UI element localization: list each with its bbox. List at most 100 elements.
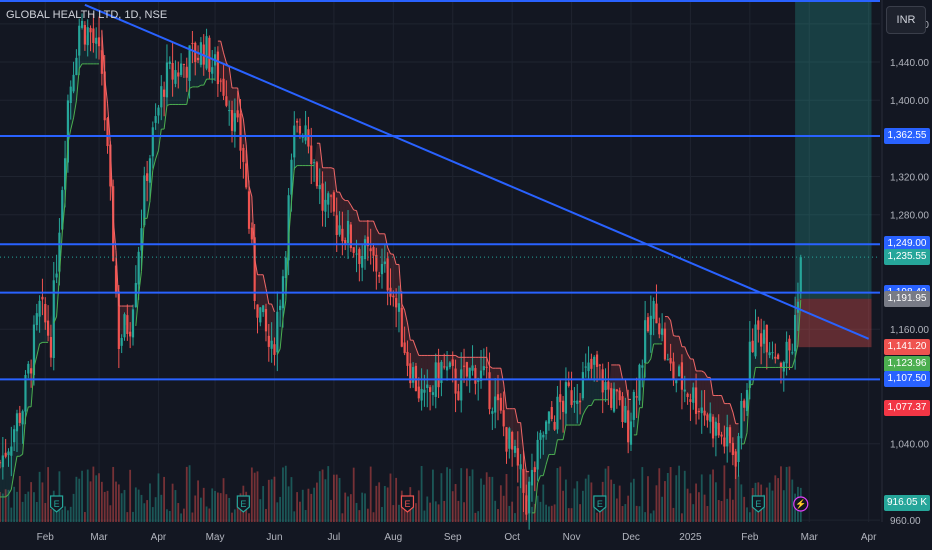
candle-body — [771, 352, 774, 354]
candle-body — [400, 307, 403, 347]
candle-body — [375, 254, 378, 272]
price-tag: 1,191.95 — [884, 290, 930, 307]
candle-body — [437, 362, 440, 388]
volume-bar — [194, 495, 197, 522]
candle-body — [545, 421, 548, 435]
volume-bar — [140, 494, 143, 522]
stop-line-segment — [245, 144, 250, 186]
candle-body — [675, 379, 678, 384]
candle-body — [35, 313, 38, 326]
candle-body — [222, 78, 225, 96]
candle-body — [318, 184, 321, 190]
candle-body — [587, 362, 590, 372]
candle-body — [743, 400, 746, 408]
volume-bar — [675, 475, 678, 522]
candle-body — [383, 261, 386, 264]
stop-line-segment — [220, 40, 225, 53]
volume-bar — [763, 494, 765, 522]
trendline[interactable] — [84, 3, 870, 340]
candle-body — [287, 195, 290, 261]
candle-body — [768, 352, 771, 356]
candle-body — [661, 328, 664, 335]
candle-body — [641, 365, 644, 368]
event-markers[interactable]: E E E E E ⚡ — [49, 495, 809, 513]
candle-body — [52, 280, 55, 359]
volume-bar — [516, 486, 519, 522]
candle-body — [205, 36, 208, 69]
time-axis[interactable]: Feb Mar Apr May Jun Jul Aug Sep Oct Nov Dec 2025 Feb… — [37, 532, 877, 543]
candle-body — [522, 468, 525, 493]
stop-line-segment — [271, 303, 275, 313]
volume-bar — [449, 468, 451, 522]
volume-bar — [100, 481, 103, 522]
stop-line-segment — [729, 403, 734, 413]
volume-bar — [465, 468, 468, 522]
volume-bar — [398, 504, 400, 522]
stop-line-segment — [404, 310, 408, 324]
stop-line-segment — [537, 475, 541, 484]
candle-body — [516, 448, 519, 466]
volume-bar — [236, 498, 239, 522]
candle-body — [528, 481, 531, 514]
candle-body — [774, 356, 777, 359]
volume-bar — [672, 507, 675, 522]
stop-line-segment — [33, 355, 38, 368]
candle-body — [4, 452, 7, 457]
price-tag: 1,249.00 — [884, 236, 930, 253]
candle-body — [264, 309, 268, 332]
candle-body — [13, 429, 16, 443]
volume-bar — [33, 492, 35, 522]
indicator-cloud-segment — [152, 119, 156, 171]
candle-body — [262, 305, 265, 313]
volume-bar — [1, 493, 4, 522]
candle-body — [525, 495, 528, 515]
candle-body — [511, 432, 514, 450]
candle-body — [341, 228, 344, 242]
y-tick-label: 1,160.00 — [890, 325, 929, 336]
volume-bar — [338, 477, 341, 522]
stop-line-segment — [522, 449, 527, 472]
volume-bar — [129, 469, 132, 522]
volume-bar — [270, 479, 273, 522]
candle-body — [530, 469, 534, 486]
volume-bar — [151, 507, 154, 522]
x-tick-label: Apr — [151, 532, 167, 543]
candle-body — [177, 72, 180, 77]
candle-body — [454, 368, 457, 394]
stop-line-segment — [56, 275, 60, 317]
horizontal-levels[interactable] — [0, 0, 880, 381]
candle-body — [576, 400, 579, 404]
candle-body — [86, 27, 89, 46]
candle-body — [131, 309, 135, 338]
candle-body — [335, 215, 338, 236]
volume-bar — [666, 473, 669, 522]
candle-body — [539, 432, 542, 440]
volume-bar — [542, 484, 545, 522]
stop-line-segment — [347, 200, 352, 206]
volume-bar — [225, 494, 228, 522]
stop-line-segment — [489, 365, 493, 369]
candle-body — [779, 362, 783, 368]
volume-bar — [287, 486, 290, 522]
x-tick-label: Mar — [90, 532, 108, 543]
candle-body — [117, 291, 120, 349]
volume-bar — [185, 466, 188, 522]
candle-body — [148, 158, 152, 183]
volume-bar — [109, 505, 112, 522]
volume-bar — [273, 476, 276, 522]
volume-bar — [174, 490, 177, 522]
candle-body — [760, 333, 763, 347]
candlesticks[interactable] — [0, 13, 802, 530]
volume-bar — [655, 485, 658, 522]
candle-body — [253, 237, 256, 301]
stop-line-segment — [39, 341, 43, 345]
candle-body — [644, 320, 647, 364]
candle-body — [279, 305, 282, 311]
candle-body — [624, 405, 627, 423]
currency-button[interactable]: INR — [886, 6, 926, 34]
indicator-cloud-segment — [704, 372, 708, 418]
volume-bar — [395, 477, 398, 522]
volume-bar — [729, 488, 731, 522]
candle-body — [460, 369, 463, 401]
